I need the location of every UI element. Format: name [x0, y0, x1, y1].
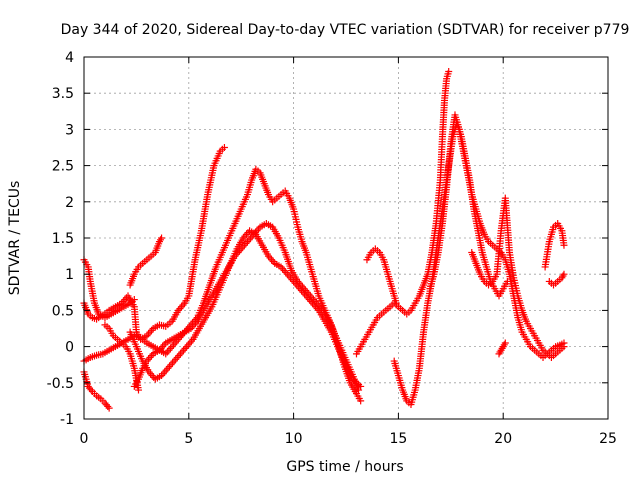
y-tick-labels: -1 -0.5 0 0.5 1 1.5 2 2.5 3 3.5 4 [47, 50, 74, 428]
data-point-marker [184, 341, 192, 349]
data-point-marker [105, 404, 113, 412]
x-tick-labels: 0 5 10 15 20 25 [80, 431, 617, 447]
data-point-marker [121, 296, 129, 304]
x-axis-label: GPS time / hours [286, 459, 403, 475]
data-point-marker [168, 343, 176, 351]
x-tick-label: 25 [599, 431, 617, 447]
y-axis-label: SDTVAR / TECUs [7, 181, 23, 296]
data-point-marker [357, 382, 365, 390]
data-point-marker [146, 328, 154, 336]
grid [84, 57, 608, 419]
x-tick-label: 0 [80, 431, 89, 447]
data-point-marker [162, 366, 170, 374]
data-point-marker [146, 353, 154, 361]
data-point-marker [161, 368, 169, 376]
y-tick-label: 0.5 [52, 303, 74, 319]
y-tick-label: 2.5 [52, 159, 74, 175]
data-point-marker [280, 267, 288, 275]
data-point-marker [560, 241, 568, 249]
data-point-marker [220, 144, 228, 151]
data-point-marker [559, 272, 567, 280]
x-tick-label: 20 [494, 431, 512, 447]
data-points [80, 67, 568, 412]
data-point-marker [183, 343, 191, 351]
data-point-marker [169, 359, 177, 367]
y-tick-label: 1 [65, 267, 74, 283]
data-point-marker [392, 299, 400, 307]
data-point-marker [170, 357, 178, 365]
y-tick-label: -1 [60, 412, 74, 428]
y-tick-label: 4 [65, 50, 74, 66]
y-tick-label: 1.5 [52, 231, 74, 247]
data-point-marker [560, 343, 568, 351]
data-point-marker [560, 270, 568, 278]
data-point-marker [173, 353, 181, 361]
data-point-marker [176, 350, 184, 358]
data-point-marker [283, 270, 291, 278]
data-point-marker [188, 319, 196, 327]
data-point-marker [130, 296, 138, 304]
data-point-marker [282, 268, 290, 276]
data-point-marker [175, 352, 183, 360]
data-point-marker [166, 344, 174, 352]
data-point-marker [357, 397, 365, 405]
data-point-marker [178, 348, 186, 356]
axis-ticks [83, 56, 609, 420]
data-point-marker [180, 346, 188, 354]
data-point-marker [186, 339, 194, 347]
data-point-marker [165, 363, 173, 371]
y-tick-label: 3.5 [52, 86, 74, 102]
x-tick-label: 10 [285, 431, 303, 447]
y-tick-label: 2 [65, 195, 74, 211]
data-point-marker [158, 234, 166, 242]
x-tick-label: 15 [389, 431, 407, 447]
data-point-marker [172, 355, 180, 363]
y-tick-label: 0 [65, 340, 74, 356]
chart-title: Day 344 of 2020, Sidereal Day-to-day VTE… [61, 22, 630, 38]
data-point-marker [104, 402, 112, 410]
y-tick-label: -0.5 [47, 376, 74, 392]
data-point-marker [445, 67, 453, 75]
data-point-marker [167, 361, 175, 369]
data-point-marker [268, 256, 276, 264]
data-point-marker [134, 386, 142, 394]
x-tick-label: 5 [184, 431, 193, 447]
data-point-marker [501, 339, 509, 347]
data-point-marker [177, 303, 185, 311]
data-point-marker [163, 348, 171, 356]
data-point-marker [164, 364, 172, 372]
data-point-marker [87, 386, 95, 394]
y-tick-label: 3 [65, 122, 74, 138]
data-point-marker [181, 344, 189, 352]
data-point-marker [150, 373, 158, 381]
